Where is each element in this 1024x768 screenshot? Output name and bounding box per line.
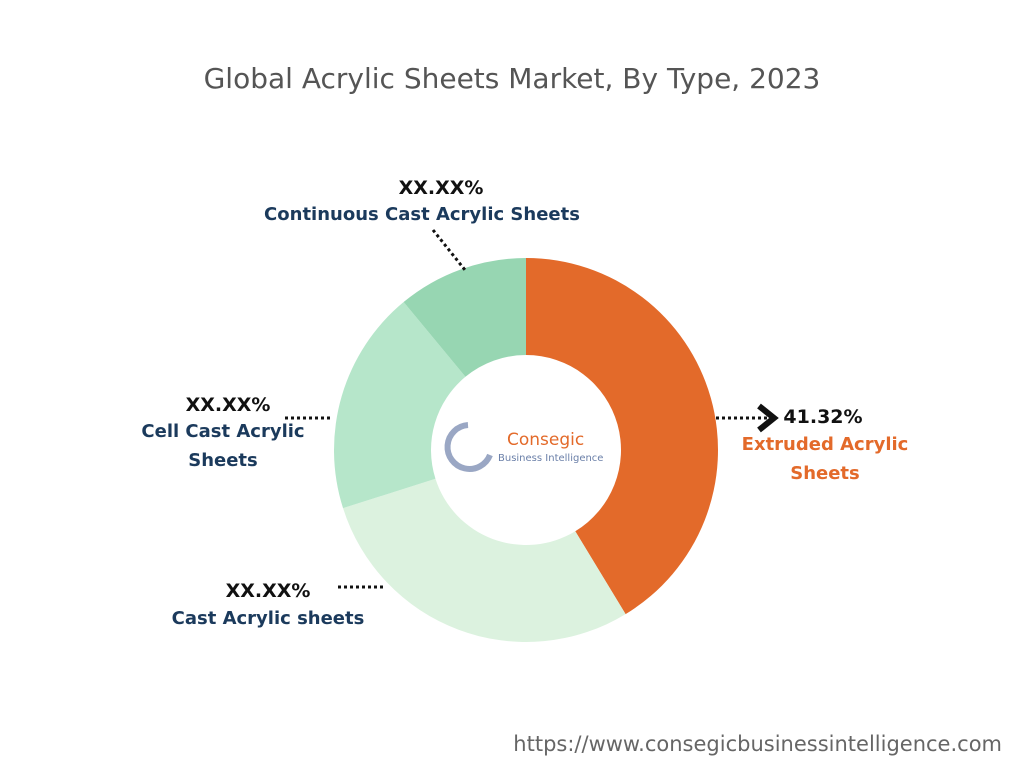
logo-icon	[444, 422, 493, 472]
category-label: Cast Acrylic sheets	[171, 608, 365, 629]
category-label: Cell Cast Acrylic Sheets	[141, 421, 305, 471]
logo-name: Consegic	[507, 430, 584, 450]
category-label: Continuous Cast Acrylic Sheets	[264, 204, 580, 225]
value-label: XX.XX%	[225, 580, 311, 602]
footer-url: https://www.consegicbusinessintelligence…	[513, 732, 1002, 756]
logo: Consegic Business Intelligence	[444, 422, 603, 472]
value-label: XX.XX%	[185, 394, 271, 416]
value-label: XX.XX%	[398, 177, 484, 199]
leader-line	[431, 229, 467, 271]
category-label: Extruded Acrylic Sheets	[741, 434, 909, 484]
donut-segment	[343, 478, 626, 642]
value-label: 41.32%	[783, 406, 863, 428]
donut-segment	[526, 258, 719, 615]
logo-tagline: Business Intelligence	[498, 453, 603, 464]
chart-title: Global Acrylic Sheets Market, By Type, 2…	[203, 62, 821, 95]
donut-segment	[334, 302, 466, 509]
donut-segment	[403, 258, 526, 377]
